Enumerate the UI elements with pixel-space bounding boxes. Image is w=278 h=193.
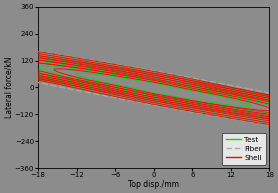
X-axis label: Top disp./mm: Top disp./mm [128,180,179,189]
Y-axis label: Lateral force/kN: Lateral force/kN [4,57,13,118]
Legend: Test, Fiber, Shell: Test, Fiber, Shell [222,133,266,165]
